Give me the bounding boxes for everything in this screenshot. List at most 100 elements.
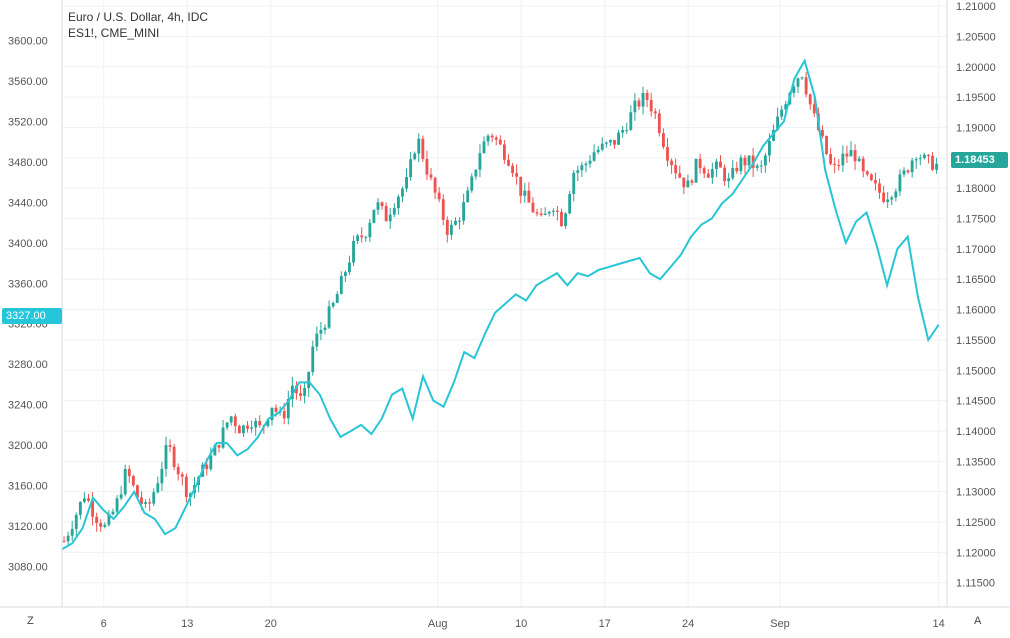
candle-body [136,485,139,498]
left-scale-z-button[interactable]: Z [27,615,34,627]
candle-body [176,467,180,475]
time-axis[interactable]: 6 13 20 Aug 10 17 24 Sep 14 [0,606,1010,630]
candle-body [682,177,686,188]
candle-body [653,111,657,114]
candle-body [184,476,188,498]
candle-body [462,202,466,221]
candle-body [396,196,400,209]
es-candlesticks [62,71,939,546]
candle-body [148,502,152,504]
candle-body [70,528,74,536]
candle-body [666,146,669,161]
candle-body [242,425,245,434]
candle-body [87,498,90,501]
candle-body [511,165,514,174]
candle-body [425,158,429,175]
candle-body [225,422,229,428]
candle-body [401,188,404,197]
left-tick-label: 3400.00 [8,238,48,250]
candle-body [874,180,877,184]
time-tick-label: Sep [770,618,790,630]
candle-body [339,276,343,295]
grid-lines [62,0,947,607]
candle-body [629,112,633,130]
candle-body [625,129,629,131]
candle-body [649,99,653,112]
candle-body [417,138,421,154]
candle-body [543,213,547,216]
candle-body [282,411,286,419]
candle-body [62,541,66,543]
candle-body [266,420,270,427]
legend-eurusd[interactable]: Euro / U.S. Dollar, 4h, IDC [68,10,209,24]
candle-body [156,483,160,493]
candle-body [833,163,837,166]
candle-body [588,160,592,164]
candle-body [327,306,331,328]
auto-scale-button[interactable]: A [974,615,982,627]
candle-body [290,385,294,400]
candle-body [233,416,237,426]
candle-body [95,516,99,524]
candle-body [160,468,164,484]
candle-body [776,116,780,130]
candle-body [678,173,682,178]
candle-body [209,455,213,470]
candle-body [690,180,694,183]
candle-body [246,425,249,429]
candle-body [254,420,258,428]
candle-body [445,219,449,235]
candle-body [360,235,364,238]
candle-body [596,149,600,153]
candle-body [82,498,86,502]
candle-body [710,169,714,178]
candle-body [902,170,906,175]
candle-body [486,135,490,142]
time-tick-label: 13 [181,618,193,630]
candle-body [657,113,661,134]
candle-body [115,498,119,512]
eurusd-line [61,58,940,551]
candle-body [172,446,176,468]
candle-body [792,86,796,93]
candle-body [547,211,551,214]
candle-body [935,163,939,170]
left-tick-label: 3440.00 [8,197,48,209]
candle-body [837,165,841,167]
candle-body [335,294,339,303]
candle-body [674,165,678,174]
candle-body [433,177,437,193]
candle-body [250,427,254,429]
candle-body [91,500,95,517]
candle-body [735,167,739,172]
candle-body [670,160,674,166]
candle-body [270,407,274,421]
right-price-axis[interactable]: 1.11500 1.12000 1.12500 1.13000 1.13500 1.140… [946,0,996,607]
candle-body [743,157,747,166]
candle-body [237,425,241,434]
time-tick-label: Aug [428,618,448,630]
candle-body [780,109,784,117]
right-tick-label: 1.14500 [956,396,996,408]
candle-body [604,142,608,144]
right-tick-label: 1.16000 [956,305,996,317]
candle-body [906,170,910,173]
candle-body [99,523,103,527]
candle-body [217,445,221,448]
candle-body [804,77,808,95]
candle-body [323,327,327,331]
candle-body [796,78,800,87]
candle-body [808,94,812,105]
candle-body [637,100,641,107]
left-price-axis[interactable]: 3080.00 3120.00 3160.00 3200.00 3240.00 3280.… [8,0,63,607]
left-tick-label: 3600.00 [8,35,48,47]
candle-body [111,511,115,515]
candle-body [727,178,731,182]
legend-es1[interactable]: ES1!, CME_MINI [68,26,160,40]
candle-body [441,199,445,220]
candle-body [319,330,323,334]
candle-body [478,153,482,170]
candle-body [352,240,355,263]
time-tick-label: 6 [101,618,107,630]
